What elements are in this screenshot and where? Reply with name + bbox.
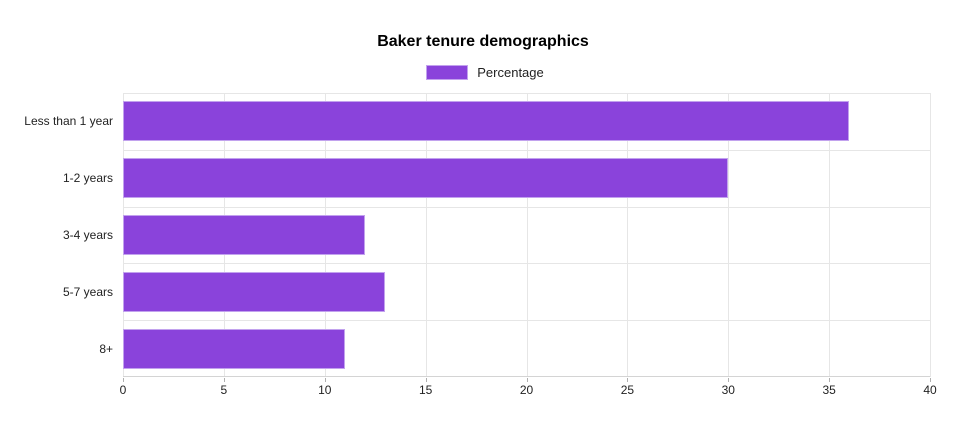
bar-5-7-years[interactable] [123, 271, 386, 312]
chart-title: Baker tenure demographics [377, 33, 589, 50]
vertical-gridline [526, 93, 528, 377]
x-axis-tick-mark [627, 378, 629, 382]
x-axis-tick-mark [223, 378, 225, 382]
y-axis-category-label: 1-2 years [62, 171, 113, 186]
x-axis-tick-label: 15 [418, 383, 433, 397]
x-axis-tick-label: 20 [519, 383, 534, 397]
x-axis-tick-mark [425, 378, 427, 382]
bar-8-[interactable] [123, 328, 345, 369]
chart-legend: Percentage [0, 64, 970, 80]
x-axis-tick-label: 30 [721, 383, 735, 397]
x-axis-tick-label: 10 [318, 383, 332, 397]
x-axis-tick-label: 0 [119, 383, 127, 397]
y-axis-category-label: 3-4 years [62, 228, 113, 242]
x-axis-tick-label: 25 [620, 383, 635, 397]
x-axis-tick-mark [526, 378, 528, 382]
x-axis-tick-mark [728, 378, 730, 382]
y-axis-category-label: 8+ [99, 341, 113, 356]
legend-label: Percentage [477, 64, 544, 80]
plot-area [123, 93, 931, 382]
x-axis-tick-label: 35 [822, 383, 836, 397]
x-axis-tick-mark [123, 378, 124, 382]
y-axis-category-label: Less than 1 year [24, 114, 113, 129]
x-axis-tick-label: 40 [923, 383, 937, 397]
bar-3-4-years[interactable] [123, 215, 366, 255]
y-axis-category-label: 5-7 years [62, 284, 113, 299]
vertical-gridline [425, 93, 427, 377]
vertical-gridline [627, 93, 629, 377]
x-axis-tick-mark [324, 378, 326, 382]
vertical-gridline [829, 93, 831, 377]
x-axis-tick-mark [829, 378, 831, 382]
legend-swatch-icon [426, 64, 469, 80]
x-axis-tick-label: 5 [220, 383, 228, 397]
vertical-gridline [930, 93, 931, 377]
vertical-gridline [728, 93, 730, 377]
bar-less-than-1-year[interactable] [123, 101, 850, 142]
x-axis-labels: 0 5 10 15 20 25 30 35 40 [119, 383, 937, 399]
x-axis-line [123, 376, 930, 377]
y-axis-labels: Less than 1 year 1-2 years 3-4 years 5-7 ye… [0, 93, 113, 377]
x-axis-tick-mark [930, 378, 931, 382]
bar-1-2-years[interactable] [123, 158, 729, 199]
